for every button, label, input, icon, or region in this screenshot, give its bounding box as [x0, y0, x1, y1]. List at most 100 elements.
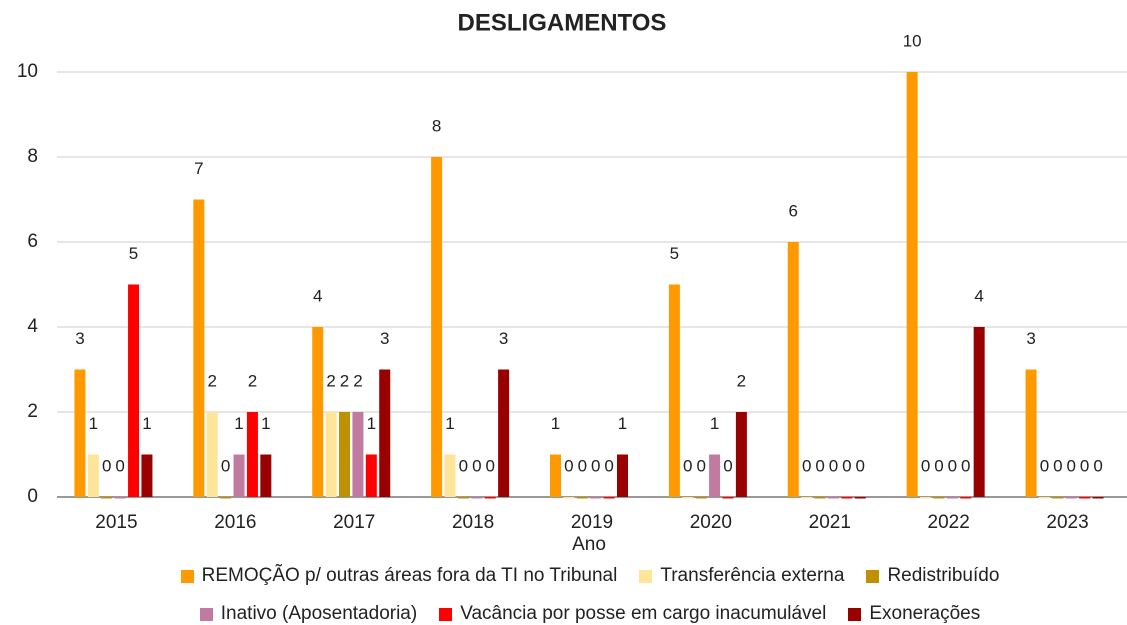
data-label: 0	[1067, 456, 1076, 475]
bar	[1092, 497, 1104, 499]
bar	[1065, 497, 1077, 499]
bar	[87, 454, 99, 497]
legend-item: REMOÇÃO p/ outras áreas fora da TI no Tr…	[180, 565, 617, 587]
data-label: 0	[921, 456, 930, 475]
bar	[906, 72, 918, 497]
bar	[260, 454, 272, 497]
y-tick-label: 8	[27, 146, 38, 167]
data-label: 10	[903, 31, 922, 50]
bar	[722, 497, 734, 499]
data-label: 8	[432, 116, 441, 135]
bar	[312, 327, 324, 497]
bar	[814, 497, 826, 499]
data-label: 0	[961, 456, 970, 475]
bar	[854, 497, 866, 499]
bar	[1052, 497, 1064, 499]
bar	[206, 412, 218, 497]
legend-swatch	[848, 607, 862, 621]
data-label: 2	[326, 371, 335, 390]
x-tick-label: 2018	[452, 512, 494, 533]
data-label: 0	[1093, 456, 1102, 475]
bar	[695, 497, 707, 499]
data-label: 0	[102, 456, 111, 475]
chart-title: DESLIGAMENTOS	[458, 9, 667, 36]
data-label: 3	[380, 329, 389, 348]
bar	[457, 497, 469, 499]
bar	[128, 284, 140, 497]
legend: REMOÇÃO p/ outras áreas fora da TI no Tr…	[60, 565, 1120, 625]
data-label: 0	[578, 456, 587, 475]
data-label: 0	[842, 456, 851, 475]
bar	[352, 412, 364, 497]
data-label: 7	[194, 159, 203, 178]
x-tick-label: 2016	[214, 512, 256, 533]
legend-label: Transferência externa	[660, 565, 845, 586]
bar	[498, 369, 510, 497]
data-label: 3	[75, 329, 84, 348]
legend-swatch	[180, 569, 194, 583]
bar	[101, 497, 113, 499]
bar	[827, 497, 839, 499]
data-label: 4	[313, 286, 322, 305]
bar	[603, 497, 615, 499]
data-label: 3	[499, 329, 508, 348]
data-label: 0	[829, 456, 838, 475]
bar	[379, 369, 391, 497]
bar	[735, 412, 747, 497]
legend-item: Inativo (Aposentadoria)	[199, 603, 418, 625]
data-label: 1	[445, 414, 454, 433]
bar	[1038, 497, 1050, 499]
legend-label: Redistribuído	[887, 565, 1000, 586]
bar	[74, 369, 86, 497]
data-label: 0	[459, 456, 468, 475]
bar	[484, 497, 496, 499]
data-label: 5	[129, 244, 138, 263]
legend-label: Vacância por posse em cargo inacumulável	[460, 603, 827, 624]
bar	[682, 497, 694, 499]
data-label: 0	[1040, 456, 1049, 475]
x-tick-label: 2022	[928, 512, 970, 533]
bar	[973, 327, 985, 497]
data-label: 6	[789, 201, 798, 220]
data-label: 0	[472, 456, 481, 475]
y-tick-label: 4	[27, 316, 38, 337]
legend-label: Exonerações	[869, 603, 981, 624]
data-label: 2	[340, 371, 349, 390]
bar	[563, 497, 575, 499]
legend-item: Redistribuído	[866, 565, 999, 587]
bar	[960, 497, 972, 499]
data-label: 0	[696, 456, 705, 475]
data-label: 0	[221, 456, 230, 475]
y-tick-label: 10	[17, 61, 38, 82]
x-tick-label: 2019	[571, 512, 613, 533]
bar	[801, 497, 813, 499]
data-label: 1	[89, 414, 98, 433]
legend-item: Exonerações	[848, 603, 980, 625]
legend-label: Inativo (Aposentadoria)	[220, 603, 418, 624]
legend-item: Vacância por posse em cargo inacumulável	[439, 603, 826, 625]
bar	[550, 454, 561, 497]
bar	[471, 497, 483, 499]
data-label: 0	[802, 456, 811, 475]
bar	[709, 454, 721, 497]
data-label: 1	[618, 414, 627, 433]
legend-swatch	[866, 569, 880, 583]
bar	[841, 497, 853, 499]
data-label: 0	[485, 456, 494, 475]
data-label: 0	[723, 456, 732, 475]
legend-swatch	[439, 607, 453, 621]
data-label: 1	[261, 414, 270, 433]
x-axis-label: Ano	[572, 534, 606, 555]
data-label: 1	[234, 414, 243, 433]
data-label: 1	[551, 414, 560, 433]
bar	[933, 497, 945, 499]
bar	[920, 497, 932, 499]
bar	[946, 497, 958, 499]
bar	[431, 157, 443, 497]
data-label: 5	[670, 244, 679, 263]
x-tick-label: 2020	[690, 512, 732, 533]
y-tick-label: 2	[27, 401, 38, 422]
bar	[617, 454, 628, 497]
